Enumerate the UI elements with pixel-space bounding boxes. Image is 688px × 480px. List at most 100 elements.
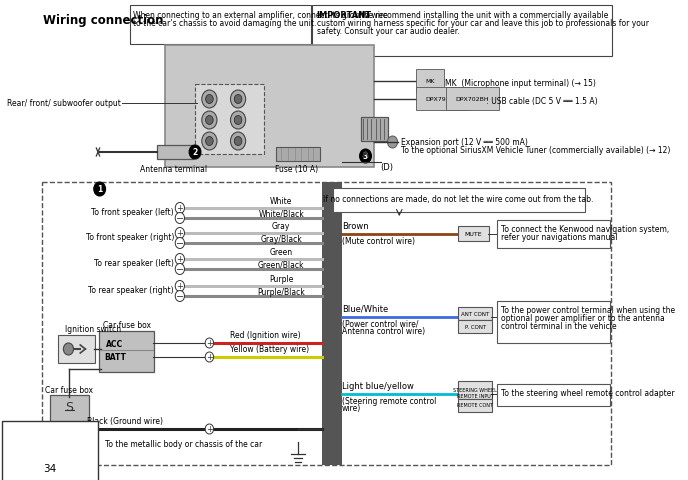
Text: Green: Green xyxy=(270,248,292,256)
Text: 2: 2 xyxy=(193,148,197,157)
Text: (Power control wire/: (Power control wire/ xyxy=(342,319,418,328)
Circle shape xyxy=(202,133,217,151)
Text: optional power amplifier or to the antenna: optional power amplifier or to the anten… xyxy=(501,313,665,323)
Text: /: / xyxy=(453,97,455,103)
Text: To front speaker (left): To front speaker (left) xyxy=(92,208,174,217)
Circle shape xyxy=(235,137,242,146)
Text: Yellow (Battery wire): Yellow (Battery wire) xyxy=(230,344,310,353)
Bar xyxy=(58,437,63,441)
Text: custom wiring harness specific for your car and leave this job to professionals : custom wiring harness specific for your … xyxy=(316,19,649,28)
Text: IMPORTANT: IMPORTANT xyxy=(316,11,372,20)
Circle shape xyxy=(175,264,184,275)
Text: +: + xyxy=(176,282,183,291)
Text: +: + xyxy=(206,425,213,433)
Circle shape xyxy=(175,281,184,292)
Text: : We recommend installing the unit with a commercially available: : We recommend installing the unit with … xyxy=(354,11,608,20)
FancyBboxPatch shape xyxy=(458,320,492,333)
Circle shape xyxy=(360,150,372,164)
Circle shape xyxy=(175,254,184,265)
Circle shape xyxy=(206,96,213,104)
FancyBboxPatch shape xyxy=(58,336,96,363)
Text: MUTE: MUTE xyxy=(464,232,482,237)
Text: When connecting to an external amplifier, connect its ground wire: When connecting to an external amplifier… xyxy=(133,11,388,20)
Circle shape xyxy=(230,91,246,109)
Text: refer your navigations manual: refer your navigations manual xyxy=(501,232,617,241)
Circle shape xyxy=(206,116,213,125)
Circle shape xyxy=(189,146,201,160)
Text: −: − xyxy=(176,239,184,249)
Text: +: + xyxy=(206,353,213,362)
Text: To the steering wheel remote control adapter: To the steering wheel remote control ada… xyxy=(501,388,674,397)
Text: Battery: Battery xyxy=(52,427,80,436)
Text: Blue/White: Blue/White xyxy=(342,304,388,313)
Text: MK  (Microphone input terminal) (→ 15): MK (Microphone input terminal) (→ 15) xyxy=(445,79,596,88)
Text: S: S xyxy=(65,401,74,414)
Text: BATT: BATT xyxy=(104,353,126,362)
Text: DPX792BH: DPX792BH xyxy=(425,97,459,102)
Text: : USB cable (DC 5 V ══ 1.5 A): : USB cable (DC 5 V ══ 1.5 A) xyxy=(484,97,597,106)
FancyBboxPatch shape xyxy=(497,220,610,249)
Bar xyxy=(361,118,388,142)
Text: ANT CONT: ANT CONT xyxy=(461,312,489,317)
Text: +: + xyxy=(176,204,183,213)
Text: P. CONT: P. CONT xyxy=(464,325,486,330)
Circle shape xyxy=(94,182,105,197)
Circle shape xyxy=(202,91,217,109)
Text: (Steering remote control: (Steering remote control xyxy=(342,396,436,405)
Text: To connect the Kenwood navigation system,: To connect the Kenwood navigation system… xyxy=(501,225,669,233)
Text: +: + xyxy=(176,229,183,238)
Text: 3: 3 xyxy=(363,152,368,161)
FancyBboxPatch shape xyxy=(332,189,585,213)
Text: Purple/Black: Purple/Black xyxy=(257,288,305,296)
Bar xyxy=(73,437,78,441)
Circle shape xyxy=(205,424,213,434)
Circle shape xyxy=(205,352,213,362)
Circle shape xyxy=(175,238,184,249)
Text: Car fuse box: Car fuse box xyxy=(45,385,94,394)
Circle shape xyxy=(230,133,246,151)
Text: To rear speaker (left): To rear speaker (left) xyxy=(94,259,174,268)
Text: Purple: Purple xyxy=(269,275,293,283)
FancyBboxPatch shape xyxy=(129,5,311,45)
Text: White: White xyxy=(270,197,292,205)
Text: REMOTE INPUT: REMOTE INPUT xyxy=(457,393,493,398)
Text: STEERING WHEEL: STEERING WHEEL xyxy=(453,387,497,392)
Circle shape xyxy=(202,112,217,130)
Text: Brown: Brown xyxy=(342,222,369,230)
Text: Expansion port (12 V ══ 500 mA): Expansion port (12 V ══ 500 mA) xyxy=(401,138,528,147)
Circle shape xyxy=(175,203,184,214)
Bar xyxy=(157,146,193,160)
Text: Black (Ground wire): Black (Ground wire) xyxy=(87,416,163,425)
Text: to the car’s chassis to avoid damaging the unit.: to the car’s chassis to avoid damaging t… xyxy=(133,19,316,28)
Text: To front speaker (right): To front speaker (right) xyxy=(85,233,174,242)
Text: MK: MK xyxy=(425,79,435,84)
Text: Gray/Black: Gray/Black xyxy=(260,235,302,243)
Text: Wiring connection: Wiring connection xyxy=(43,14,164,27)
FancyBboxPatch shape xyxy=(458,381,492,399)
Text: Antenna terminal: Antenna terminal xyxy=(140,165,206,174)
FancyBboxPatch shape xyxy=(50,438,88,460)
Text: (D): (D) xyxy=(380,163,394,172)
Text: +: + xyxy=(58,444,65,454)
Text: safety. Consult your car audio dealer.: safety. Consult your car audio dealer. xyxy=(316,27,459,36)
Text: White/Black: White/Black xyxy=(258,210,304,218)
Text: −: − xyxy=(176,264,184,275)
Text: Rear/ front/ subwoofer output: Rear/ front/ subwoofer output xyxy=(7,99,121,108)
Circle shape xyxy=(205,338,213,348)
Bar xyxy=(42,182,611,465)
Bar xyxy=(195,85,264,155)
FancyBboxPatch shape xyxy=(497,384,610,406)
Bar xyxy=(276,148,320,162)
Text: Fuse (10 A): Fuse (10 A) xyxy=(275,165,318,174)
Circle shape xyxy=(175,228,184,239)
Text: To the power control terminal when using the: To the power control terminal when using… xyxy=(501,305,675,314)
Circle shape xyxy=(175,291,184,302)
Text: (Mute control wire): (Mute control wire) xyxy=(342,237,415,245)
Text: To the metallic body or chassis of the car: To the metallic body or chassis of the c… xyxy=(105,439,263,448)
Text: REMOTE CONT: REMOTE CONT xyxy=(458,403,493,408)
Bar xyxy=(321,182,342,465)
Bar xyxy=(164,46,374,168)
FancyBboxPatch shape xyxy=(458,227,488,241)
Text: 1: 1 xyxy=(97,185,103,194)
FancyBboxPatch shape xyxy=(458,399,492,412)
